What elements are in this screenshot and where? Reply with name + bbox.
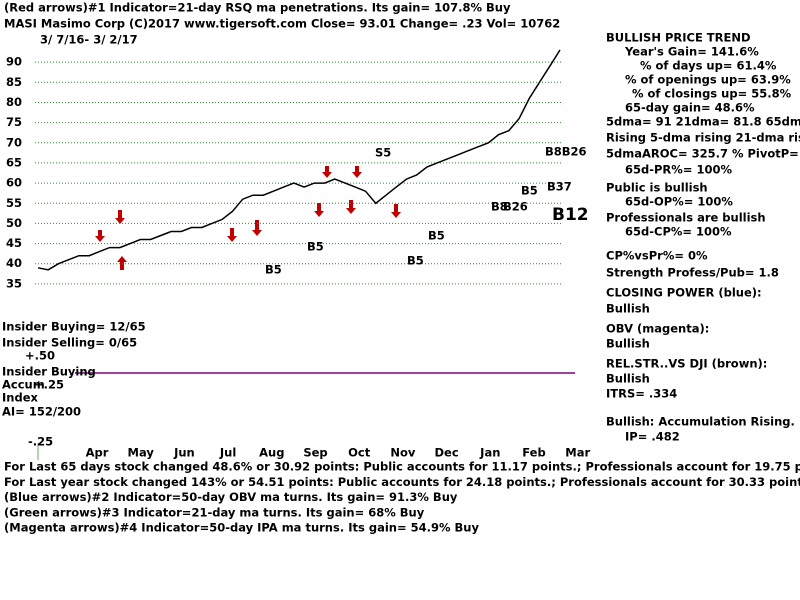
panel-text: % of openings up= 63.9% xyxy=(625,73,791,87)
panel-text: OBV (magenta): xyxy=(606,322,709,336)
signal-label: B5 xyxy=(307,240,324,254)
month-label: Aug xyxy=(259,446,284,460)
month-label: Dec xyxy=(435,446,459,460)
lower-label: AI= 152/200 xyxy=(2,405,81,419)
panel-text: 5dma= 91 21dma= 81.8 65dma=72 xyxy=(606,115,800,129)
y-tick-label: 55 xyxy=(6,196,22,210)
month-label: Jan xyxy=(479,446,500,460)
header: 3/ 7/16- 3/ 2/17 xyxy=(40,33,138,47)
panel-text: Rising 5-dma rising 21-dma rising xyxy=(606,131,800,145)
panel-text: 65d-CP%= 100% xyxy=(625,225,732,239)
footer-text: (Green arrows)#3 Indicator=21-day ma tur… xyxy=(4,505,425,519)
signal-label: B5 xyxy=(407,254,424,268)
y-tick-label: 70 xyxy=(6,135,22,149)
panel-text: CLOSING POWER (blue): xyxy=(606,286,762,300)
signal-label: B37 xyxy=(547,180,572,194)
panel-text: Year's Gain= 141.6% xyxy=(624,45,759,59)
signal-label: S5 xyxy=(375,146,391,160)
panel-text: IP= .482 xyxy=(625,430,680,444)
y-tick-label: 60 xyxy=(6,176,22,190)
y-tick-label: 50 xyxy=(6,216,22,230)
panel-text: 65d-OP%= 100% xyxy=(625,195,733,209)
footer-text: For Last year stock changed 143% or 54.5… xyxy=(4,475,800,489)
header: (Red arrows)#1 Indicator=21-day RSQ ma p… xyxy=(4,1,511,15)
header: MASI Masimo Corp (C)2017 www.tigersoft.c… xyxy=(4,17,560,31)
signal-label: B8B26 xyxy=(545,145,587,159)
y-tick-label: 65 xyxy=(6,155,22,169)
lower-label: Insider Selling= 0/65 xyxy=(2,336,137,350)
month-label: Sep xyxy=(303,446,327,460)
signal-label: B26 xyxy=(503,200,528,214)
panel-text: ITRS= .334 xyxy=(606,387,677,401)
panel-text: Bullish xyxy=(606,302,650,316)
footer-text: (Blue arrows)#2 Indicator=50-day OBV ma … xyxy=(4,490,458,504)
y-tick-label: 90 xyxy=(6,55,22,69)
signal-label: B5 xyxy=(265,263,282,277)
month-label: Jun xyxy=(173,446,195,460)
lower-label: Index xyxy=(2,391,38,405)
panel-text: CP%vsPr%= 0% xyxy=(606,249,708,263)
lower-label: Insider Buying xyxy=(2,365,96,379)
panel-text: Strength Profess/Pub= 1.8 xyxy=(606,266,779,280)
month-label: Apr xyxy=(86,446,109,460)
panel-text: BULLISH PRICE TREND xyxy=(606,31,751,45)
panel-text: Bullish: Accumulation Rising. xyxy=(606,415,795,429)
panel-text: Bullish xyxy=(606,337,650,351)
panel-text: 5dmaAROC= 325.7 % PivotP= 88 xyxy=(606,147,800,161)
panel-text: 65d-PR%= 100% xyxy=(625,163,732,177)
y-tick-label: 75 xyxy=(6,115,22,129)
signal-label: B8 xyxy=(491,200,508,214)
price-line xyxy=(37,49,561,271)
lower-label: -.25 xyxy=(28,435,53,449)
lower-label: +.25 xyxy=(34,378,64,392)
y-tick-label: 80 xyxy=(6,95,22,109)
y-tick-label: 35 xyxy=(6,276,22,290)
footer-text: For Last 65 days stock changed 48.6% or … xyxy=(4,460,800,474)
panel-text: 65-day gain= 48.6% xyxy=(625,101,755,115)
month-label: Jul xyxy=(219,446,236,460)
panel-text: % of closings up= 55.8% xyxy=(632,87,792,101)
signal-label: B12 xyxy=(552,205,589,225)
lower-label: +.50 xyxy=(25,349,55,363)
lower-label: Insider Buying= 12/65 xyxy=(2,320,146,334)
month-label: Feb xyxy=(522,446,545,460)
panel-text: Bullish xyxy=(606,372,650,386)
panel-text: % of days up= 61.4% xyxy=(640,59,777,73)
panel-text: Professionals are bullish xyxy=(606,211,766,225)
signal-label: B5 xyxy=(428,229,445,243)
footer-text: (Magenta arrows)#4 Indicator=50-day IPA … xyxy=(4,521,479,535)
y-tick-label: 85 xyxy=(6,75,22,89)
y-tick-label: 45 xyxy=(6,236,22,250)
y-tick-label: 40 xyxy=(6,256,22,270)
month-label: Mar xyxy=(565,446,590,460)
arrows xyxy=(95,166,401,270)
signal-label: B5 xyxy=(521,184,538,198)
month-label: Oct xyxy=(348,446,371,460)
panel-text: REL.STR..VS DJI (brown): xyxy=(606,357,767,371)
lower-label: Accum xyxy=(2,378,45,392)
month-label: Nov xyxy=(390,446,416,460)
month-label: May xyxy=(128,446,155,460)
panel-text: Public is bullish xyxy=(606,181,708,195)
